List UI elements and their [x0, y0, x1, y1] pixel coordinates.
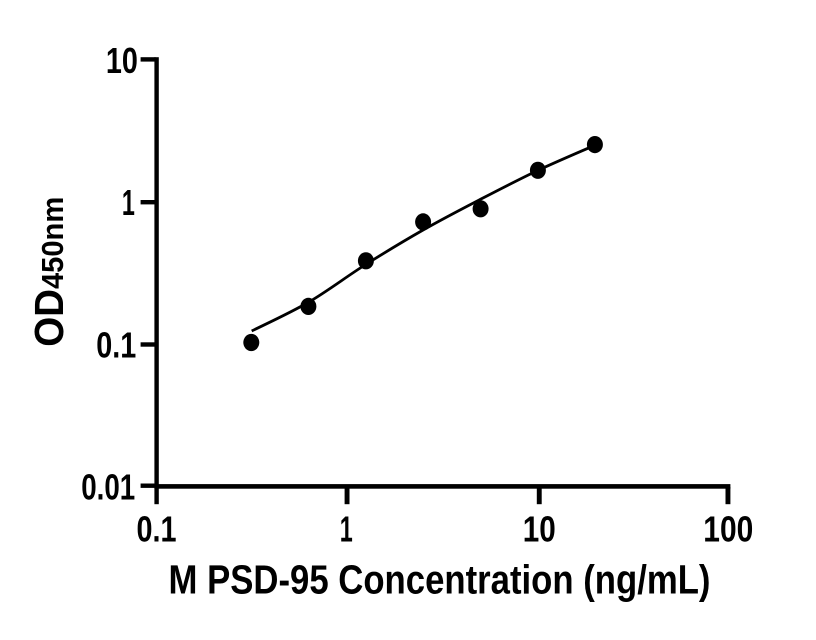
svg-text:1: 1: [122, 182, 135, 223]
svg-text:M PSD-95 Concentration (ng/mL): M PSD-95 Concentration (ng/mL): [169, 557, 711, 603]
svg-text:0.1: 0.1: [96, 325, 136, 366]
svg-text:100: 100: [703, 509, 753, 550]
svg-text:0.1: 0.1: [137, 509, 177, 550]
svg-text:OD450nm: OD450nm: [26, 197, 72, 347]
svg-text:1: 1: [340, 509, 353, 550]
svg-text:0.01: 0.01: [81, 466, 135, 507]
svg-text:10: 10: [523, 509, 556, 550]
svg-text:10: 10: [106, 40, 138, 81]
